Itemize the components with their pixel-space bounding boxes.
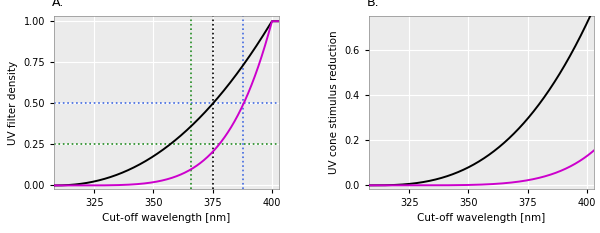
Text: B.: B. [367, 0, 379, 9]
Y-axis label: UV filter density: UV filter density [8, 60, 18, 145]
Text: A.: A. [52, 0, 64, 9]
X-axis label: Cut-off wavelength [nm]: Cut-off wavelength [nm] [418, 213, 545, 223]
Y-axis label: UV cone stimulus reduction: UV cone stimulus reduction [329, 31, 339, 174]
X-axis label: Cut-off wavelength [nm]: Cut-off wavelength [nm] [103, 213, 230, 223]
